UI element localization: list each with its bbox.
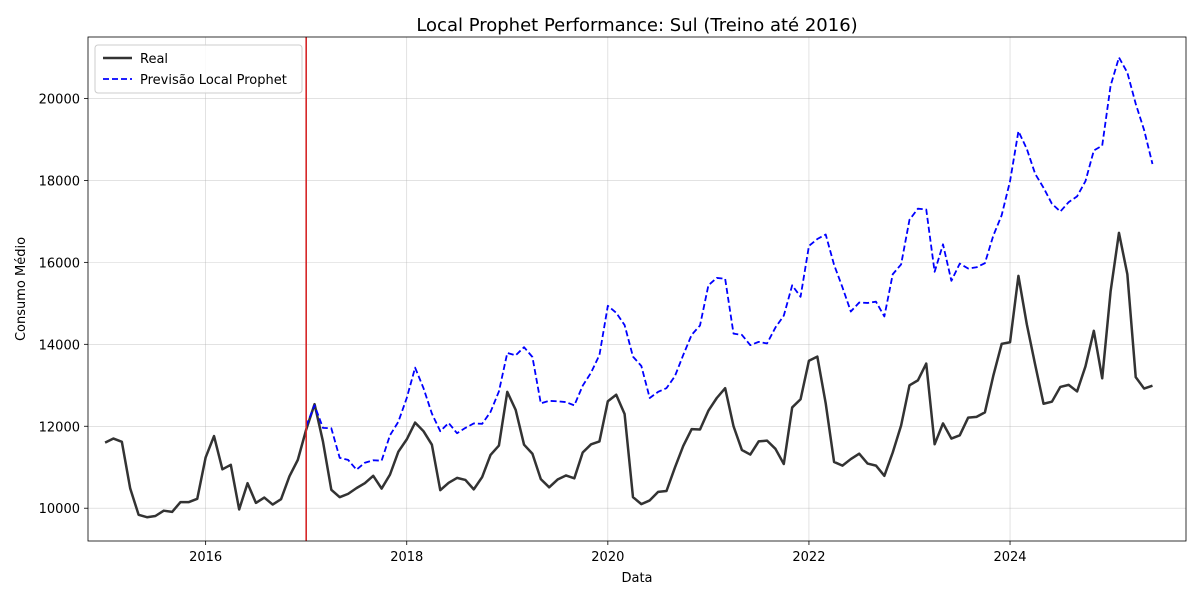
grid (88, 37, 1186, 541)
y-tick-label: 12000 (39, 420, 80, 435)
x-tick-label: 2022 (792, 550, 825, 565)
y-tick-label: 14000 (39, 338, 80, 353)
chart-title: Local Prophet Performance: Sul (Treino a… (416, 15, 857, 36)
legend-box (94, 44, 303, 94)
forecast-series-line (305, 56, 1154, 471)
y-tick-label: 16000 (39, 256, 80, 271)
x-axis-label: Data (621, 571, 652, 586)
legend-label-forecast: Previsão Local Prophet (140, 73, 287, 88)
legend: Real Previsão Local Prophet (94, 44, 303, 94)
y-axis-label: Consumo Médio (14, 237, 29, 341)
x-tick-label: 2016 (189, 550, 222, 565)
plot-frame (87, 36, 1187, 542)
y-tick-label: 20000 (39, 92, 80, 107)
y-axis: 10000 12000 14000 16000 18000 20000 (39, 92, 88, 517)
series-layer (104, 56, 1154, 519)
real-series-line (104, 231, 1153, 519)
legend-label-real: Real (140, 52, 168, 67)
y-tick-label: 18000 (39, 174, 80, 189)
y-tick-label: 10000 (39, 502, 80, 517)
x-axis: 2016 2018 2020 2022 2024 (189, 541, 1027, 565)
x-tick-label: 2018 (390, 550, 423, 565)
x-tick-label: 2024 (993, 550, 1026, 565)
x-tick-label: 2020 (591, 550, 624, 565)
